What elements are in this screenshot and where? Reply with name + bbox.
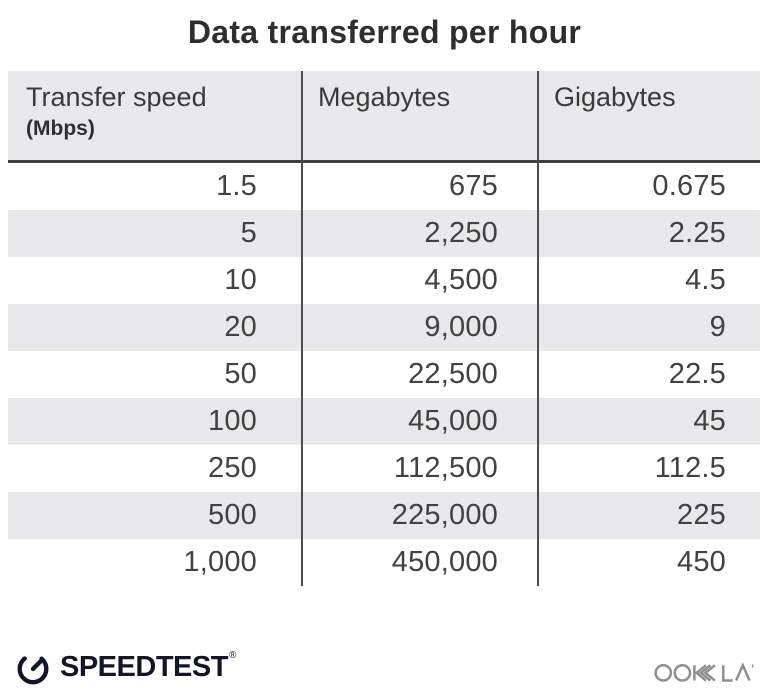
table-row: 1,000 450,000 450 (8, 539, 760, 586)
header-cell-gigabytes: Gigabytes (538, 71, 760, 160)
table-row: 1.5 675 0.675 (8, 163, 760, 210)
data-table: Transfer speed (Mbps) Megabytes Gigabyte… (8, 71, 760, 586)
table-row: 250 112,500 112.5 (8, 445, 760, 492)
speedtest-wordmark: SPEEDTEST (60, 650, 228, 683)
table-cell: 50 (224, 358, 257, 390)
table-cell: 4,500 (424, 264, 498, 296)
header-cell-transfer-speed: Transfer speed (Mbps) (8, 71, 302, 160)
table-cell: 250 (208, 452, 257, 484)
table-cell: 45 (693, 405, 726, 437)
table-cell: 2.25 (668, 217, 726, 249)
header-cell-megabytes: Megabytes (302, 71, 538, 160)
table-cell: 2,250 (424, 217, 498, 249)
ookla-wordmark (654, 662, 754, 682)
table-row: 500 225,000 225 (8, 492, 760, 539)
table-cell: 450,000 (391, 546, 498, 578)
ookla-logo (654, 656, 757, 693)
table-cell: 225 (677, 499, 726, 531)
table-cell: 225,000 (391, 499, 498, 531)
speedtest-gauge-icon (17, 653, 49, 685)
table-cell: 500 (208, 499, 257, 531)
speedtest-logo: SPEEDTEST ® (14, 647, 237, 687)
table-cell: 9 (709, 311, 726, 343)
header-sublabel: (Mbps) (26, 116, 95, 140)
table-cell: 22.5 (668, 358, 726, 390)
page-title: Data transferred per hour (187, 14, 582, 50)
table-header-row: Transfer speed (Mbps) Megabytes Gigabyte… (8, 71, 760, 160)
table-cell: 20 (224, 311, 257, 343)
table-row: 20 9,000 9 (8, 304, 760, 351)
header-label: Transfer speed (26, 82, 207, 112)
header-label: Megabytes (318, 82, 451, 112)
table-cell: 112.5 (654, 452, 726, 484)
table-cell: 45,000 (408, 405, 498, 437)
registered-trademark-symbol: ® (228, 649, 237, 661)
table-cell: 675 (449, 170, 498, 202)
table-body: 1.5 675 0.675 5 2,250 2.25 10 4,500 4.5 20 9,000 9 5… (8, 163, 760, 586)
header-label: Gigabytes (554, 82, 676, 112)
table-cell: 1,000 (183, 546, 257, 578)
table-cell: 4.5 (685, 264, 726, 296)
table-cell: 22,500 (408, 358, 498, 390)
table-cell: 1.5 (216, 170, 257, 202)
table-cell: 5 (240, 217, 257, 249)
table-cell: 9,000 (424, 311, 498, 343)
table-cell: 10 (224, 264, 257, 296)
table-cell: 112,500 (393, 452, 498, 484)
table-cell: 450 (677, 546, 726, 578)
table-row: 50 22,500 22.5 (8, 351, 760, 398)
table-cell: 100 (208, 405, 257, 437)
header-divider-line (8, 160, 760, 163)
column-divider-line (537, 71, 539, 586)
table-cell: 0.675 (652, 170, 726, 202)
table-row: 5 2,250 2.25 (8, 210, 760, 257)
table-row: 100 45,000 45 (8, 398, 760, 445)
column-divider-line (301, 71, 303, 586)
table-row: 10 4,500 4.5 (8, 257, 760, 304)
